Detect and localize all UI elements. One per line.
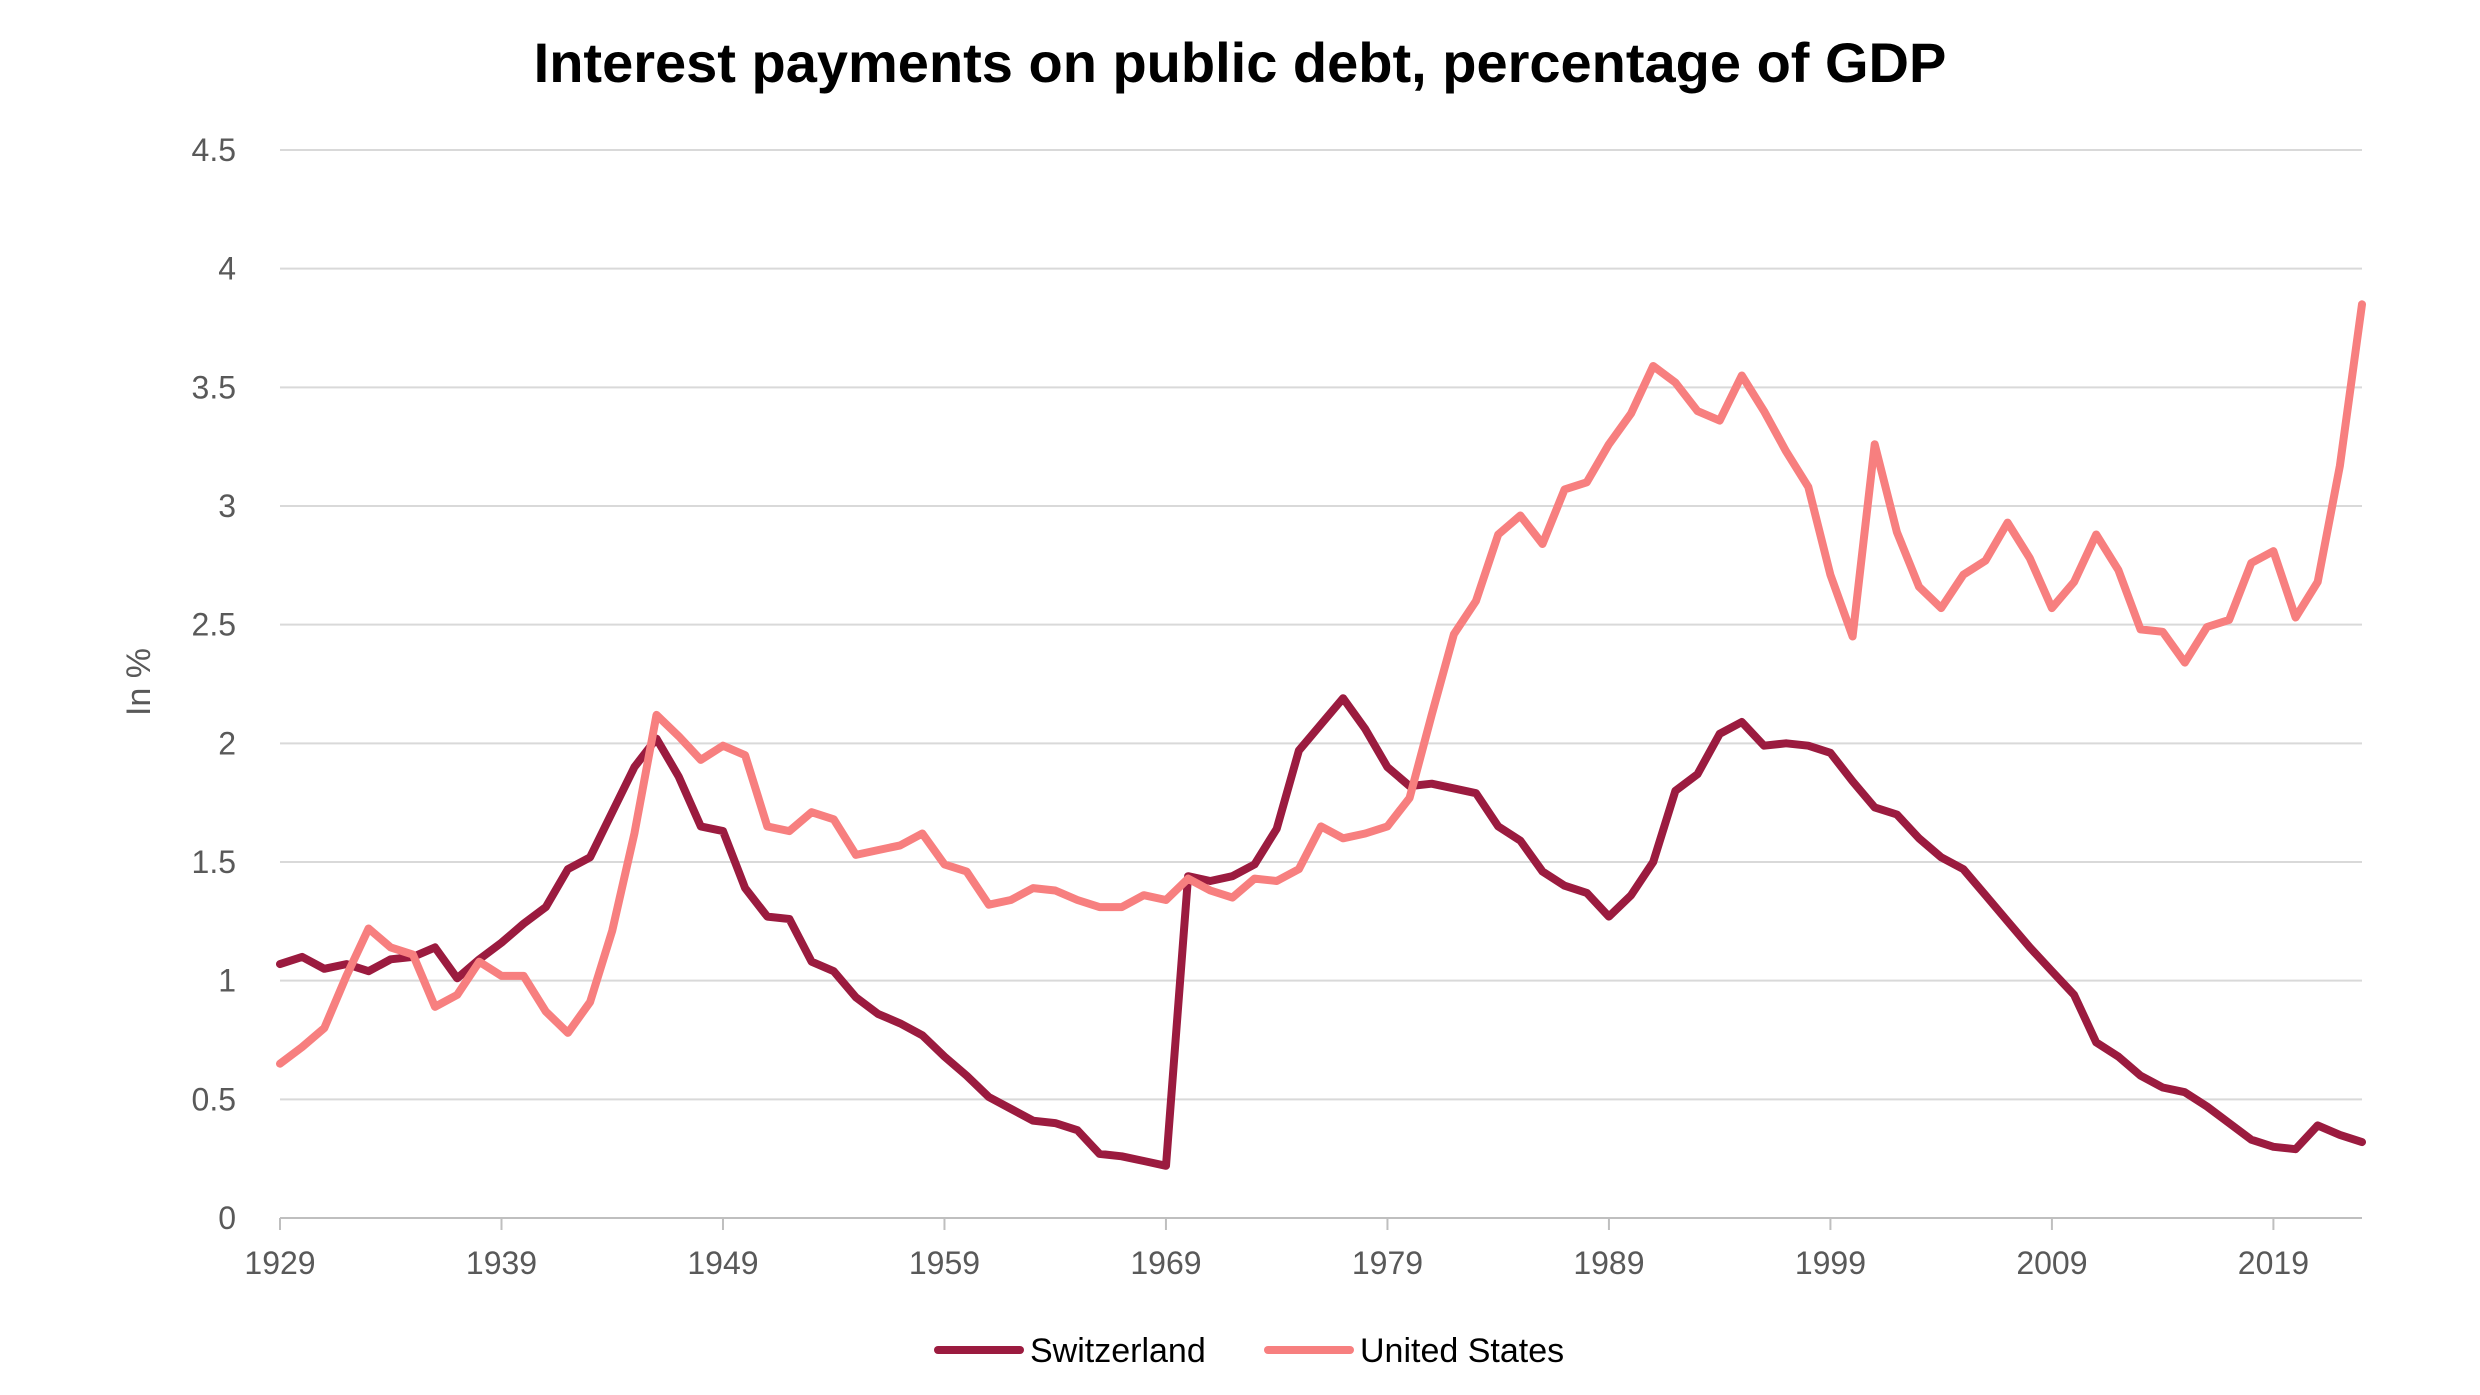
y-tick-label: 3 — [218, 488, 236, 524]
y-axis-title: In % — [120, 648, 158, 716]
x-tick-label: 2009 — [2016, 1245, 2087, 1281]
y-tick-label: 4.5 — [192, 132, 236, 168]
y-tick-label: 2 — [218, 725, 236, 761]
y-tick-label: 4 — [218, 251, 236, 287]
x-axis: 1929 1939 1949 1959 1969 1979 1989 1999 2009 2019 — [244, 1217, 2362, 1281]
x-tick-label: 1979 — [1352, 1245, 1423, 1281]
x-tick-label: 1969 — [1130, 1245, 1201, 1281]
x-tick-label: 1929 — [244, 1245, 315, 1281]
legend-label: Switzerland — [1030, 1332, 1206, 1370]
x-tick-label: 1949 — [687, 1245, 758, 1281]
x-tick-label: 2019 — [2238, 1245, 2309, 1281]
series-line-switzerland — [276, 694, 2366, 1170]
y-tick-label: 1 — [218, 963, 236, 999]
legend-label: United States — [1360, 1332, 1564, 1370]
legend: Switzerland United States — [934, 1332, 1564, 1370]
y-tick-label: 3.5 — [192, 369, 236, 405]
chart-title: Interest payments on public debt, percen… — [533, 31, 1947, 94]
x-tick-label: 1999 — [1795, 1245, 1866, 1281]
x-tick-label: 1939 — [466, 1245, 537, 1281]
series-lines — [276, 300, 2366, 1170]
y-tick-label: 1.5 — [192, 844, 236, 880]
x-tick-label: 1959 — [909, 1245, 980, 1281]
x-tick-label: 1989 — [1573, 1245, 1644, 1281]
series-line-united-states — [276, 300, 2366, 1068]
y-tick-label: 0.5 — [192, 1081, 236, 1117]
y-tick-label: 0 — [218, 1200, 236, 1236]
y-axis-tick-labels: 0 0.5 1 1.5 2 2.5 3 3.5 4 4.5 — [192, 132, 236, 1236]
gridlines — [280, 149, 2362, 1101]
y-tick-label: 2.5 — [192, 607, 236, 643]
